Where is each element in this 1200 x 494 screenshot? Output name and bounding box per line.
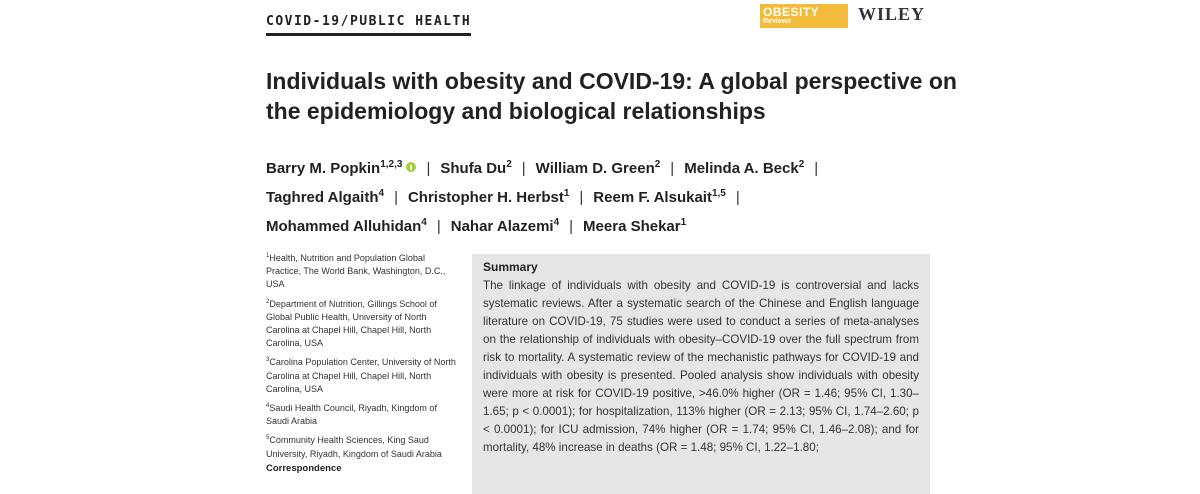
author[interactable]: Christopher H. Herbst1 [407, 188, 570, 206]
affiliation-item: 3Carolina Population Center, University … [266, 354, 456, 396]
author-separator: | [569, 218, 574, 235]
summary-heading: Summary [483, 260, 538, 274]
author[interactable]: Barry M. Popkin1,2,3 [266, 159, 417, 177]
correspondence-label: Correspondence [266, 463, 342, 474]
author-list: Barry M. Popkin1,2,3 | Shufa Du2 | William D… [266, 152, 926, 239]
summary-box: Summary The linkage of individuals with … [472, 254, 930, 494]
author-name: Melinda A. Beck [684, 160, 799, 177]
affiliation-text: Community Health Sciences, King Saud Uni… [266, 435, 442, 459]
summary-text: The linkage of individuals with obesity … [483, 279, 919, 454]
author-affiliation-marker: 1,2,3 [380, 159, 403, 170]
author-affiliation-marker: 4 [421, 217, 427, 228]
author-name: William D. Green [535, 160, 655, 177]
affiliation-number: 2 [266, 298, 270, 305]
affiliation-item: 4Saudi Health Council, Riyadh, Kingdom o… [266, 400, 456, 428]
author-name: Nahar Alazemi [450, 218, 554, 235]
journal-logo-sub: Reviews [763, 18, 792, 25]
publisher-logo: WILEY [858, 4, 926, 24]
affiliation-text: Saudi Health Council, Riyadh, Kingdom of… [266, 403, 437, 427]
affiliations: 1Health, Nutrition and Population Global… [266, 250, 456, 465]
affiliation-item: 2Department of Nutrition, Gillings Schoo… [266, 296, 456, 351]
author-name: Mohammed Alluhidan [266, 218, 422, 235]
author-name: Christopher H. Herbst [407, 189, 564, 206]
journal-logo: OBESITY Reviews [760, 4, 848, 28]
author-affiliation-marker: 1,5 [711, 188, 726, 199]
author[interactable]: Mohammed Alluhidan4 [266, 217, 427, 235]
author[interactable]: Reem F. Alsukait1,5 [593, 188, 726, 206]
affiliation-number: 3 [266, 357, 270, 364]
author-separator: | [426, 160, 431, 177]
article-title: Individuals with obesity and COVID-19: A… [266, 68, 957, 124]
author-affiliation-marker: 4 [378, 188, 385, 199]
author-affiliation-marker: 2 [798, 159, 805, 170]
affiliation-text: Carolina Population Center, University o… [266, 357, 456, 394]
author-separator: | [394, 189, 398, 206]
author-affiliation-marker: 1 [680, 217, 687, 228]
affiliation-item: 5Community Health Sciences, King Saud Un… [266, 432, 456, 460]
author-affiliation-marker: 2 [506, 159, 512, 170]
author[interactable]: Nahar Alazemi4 [450, 217, 560, 235]
author-separator: | [814, 160, 819, 177]
affiliation-text: Department of Nutrition, Gillings School… [266, 298, 437, 349]
section-label: COVID-19/PUBLIC HEALTH [266, 14, 472, 36]
author-name: Meera Shekar [583, 218, 681, 235]
orcid-icon[interactable] [406, 162, 417, 172]
author-affiliation-marker: 1 [563, 188, 570, 199]
affiliation-number: 1 [266, 253, 270, 259]
author-affiliation-marker: 4 [553, 217, 560, 228]
author-separator: | [670, 160, 675, 177]
author-affiliation-marker: 2 [654, 159, 661, 170]
author-separator: | [735, 189, 740, 206]
author-name: Taghred Algaith [266, 189, 379, 206]
author[interactable]: Shufa Du2 [440, 159, 512, 177]
author-name: Reem F. Alsukait [593, 189, 712, 206]
affiliation-number: 5 [266, 435, 270, 442]
author[interactable]: Taghred Algaith4 [266, 188, 385, 206]
affiliation-number: 4 [266, 403, 270, 410]
author-separator: | [579, 189, 584, 206]
author[interactable]: William D. Green2 [535, 159, 661, 177]
author-separator: | [521, 160, 526, 177]
author-name: Barry M. Popkin [266, 160, 381, 177]
affiliation-text: Health, Nutrition and Population Global … [266, 253, 446, 290]
author-separator: | [436, 218, 441, 235]
author[interactable]: Melinda A. Beck2 [684, 159, 805, 177]
journal-logo-main: OBESITY [763, 5, 820, 19]
author[interactable]: Meera Shekar1 [583, 217, 687, 235]
author-name: Shufa Du [440, 160, 507, 177]
affiliation-item: 1Health, Nutrition and Population Global… [266, 250, 456, 292]
